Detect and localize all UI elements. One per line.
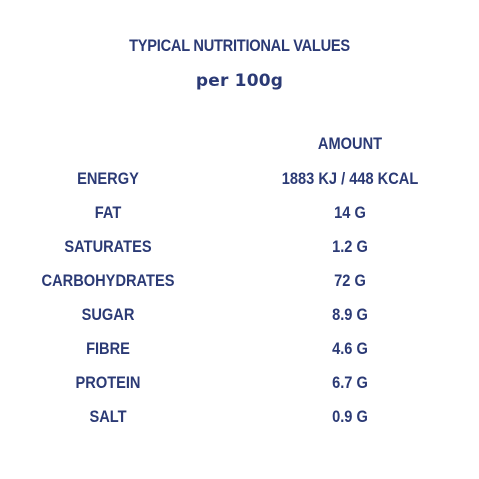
nutrient-name: SATURATES: [64, 237, 152, 256]
nutrient-name: FAT: [94, 203, 122, 222]
nutrition-row-salt: SALT 0.9 G: [0, 405, 479, 439]
nutrient-name: FIBRE: [86, 339, 130, 358]
nutrition-row-saturates: SATURATES 1.2 G: [0, 235, 479, 269]
nutrient-name: SALT: [89, 407, 127, 426]
per-100g-subtitle: per 100g: [195, 71, 284, 91]
nutrition-row-energy: ENERGY 1883 KJ / 448 KCAL: [0, 167, 479, 201]
nutrition-row-fibre: FIBRE 4.6 G: [0, 337, 479, 371]
nutrition-row-fat: FAT 14 G: [0, 201, 479, 235]
nutrition-title: TYPICAL NUTRITIONAL VALUES: [129, 36, 350, 55]
nutrient-name: PROTEIN: [75, 373, 141, 392]
nutrition-table: ENERGY 1883 KJ / 448 KCAL FAT 14 G SATUR…: [0, 167, 479, 439]
nutrient-name: SUGAR: [81, 305, 135, 324]
nutrient-name: CARBOHYDRATES: [41, 271, 175, 290]
nutrient-amount: 14 G: [334, 203, 366, 222]
nutrient-amount: 4.6 G: [332, 339, 368, 358]
nutrient-amount: 6.7 G: [332, 373, 368, 392]
nutrition-row-protein: PROTEIN 6.7 G: [0, 371, 479, 405]
nutrient-amount: 72 G: [334, 271, 366, 290]
amount-column-header: AMOUNT: [317, 134, 383, 153]
nutrient-name: ENERGY: [77, 169, 139, 188]
nutrient-amount: 1883 KJ / 448 KCAL: [281, 169, 419, 188]
nutrient-amount: 1.2 G: [332, 237, 368, 256]
nutrient-amount: 0.9 G: [332, 407, 368, 426]
nutrition-row-sugar: SUGAR 8.9 G: [0, 303, 479, 337]
nutrient-amount: 8.9 G: [332, 305, 368, 324]
nutrition-row-carbohydrates: CARBOHYDRATES 72 G: [0, 269, 479, 303]
